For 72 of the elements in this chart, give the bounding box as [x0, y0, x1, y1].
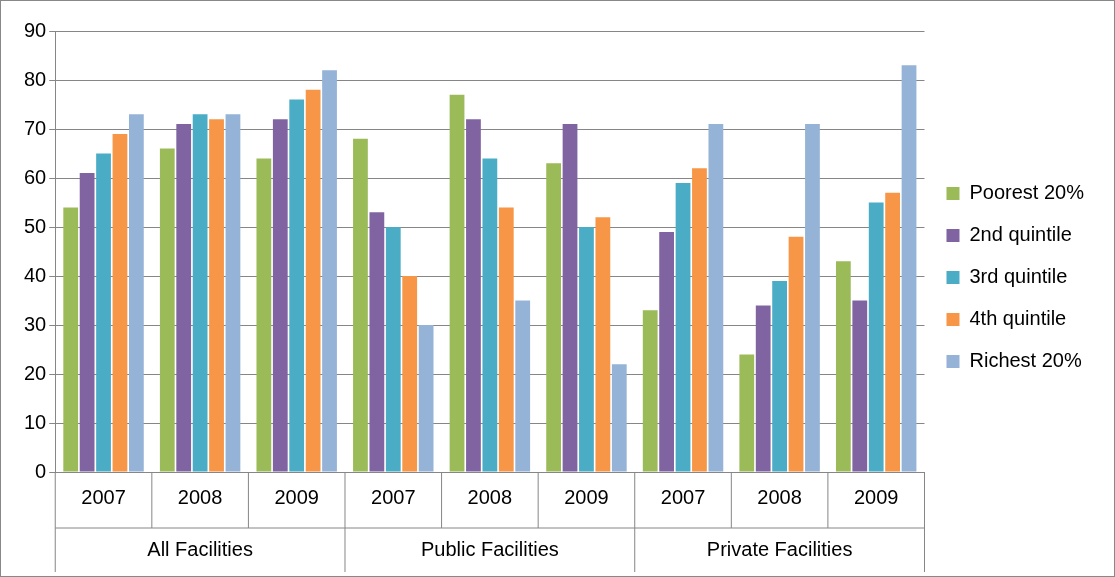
- bar: [515, 300, 531, 472]
- bar: [353, 138, 368, 472]
- text: Private Facilities: [706, 537, 853, 560]
- bar: [225, 114, 241, 472]
- bar: [805, 124, 820, 472]
- bar: [739, 354, 755, 472]
- bar: [498, 207, 514, 472]
- bar: [546, 163, 561, 472]
- bar: [128, 114, 144, 472]
- y-tick-label: 10: [24, 410, 47, 433]
- bar: [449, 94, 465, 472]
- legend-label: 3rd quintile: [969, 265, 1068, 288]
- bar: [209, 119, 224, 472]
- bar: [402, 276, 418, 472]
- bar: [369, 212, 385, 472]
- bar: [305, 89, 321, 472]
- bar: [289, 99, 305, 472]
- bar: [579, 227, 594, 472]
- x-tick-label: 2009: [564, 485, 609, 508]
- y-tick-label: 90: [24, 18, 47, 41]
- bar: [272, 119, 288, 472]
- y-tick-label: 40: [24, 263, 47, 286]
- legend-label: Poorest 20%: [969, 181, 1085, 204]
- bar: [63, 207, 79, 472]
- text: Public Facilities: [420, 537, 559, 560]
- bar: [192, 114, 208, 472]
- bar: [466, 119, 481, 472]
- bar: [159, 148, 175, 472]
- y-tick-label: 60: [24, 165, 47, 188]
- y-tick-label: 20: [24, 361, 47, 384]
- x-tick-label: 2009: [274, 485, 319, 508]
- bar: [788, 236, 804, 472]
- bar: [868, 202, 884, 472]
- bar: [852, 300, 868, 472]
- bar: [418, 325, 434, 472]
- bar: [611, 364, 627, 472]
- x-tick-label: 2007: [660, 485, 706, 508]
- bar: [835, 261, 851, 472]
- bar: [256, 158, 272, 472]
- bar: [708, 124, 724, 472]
- bar: [772, 280, 787, 472]
- bar: [176, 124, 192, 472]
- x-tick-label: 2009: [853, 485, 899, 508]
- y-tick-label: 0: [35, 459, 47, 482]
- bar: [482, 158, 498, 472]
- bar: [112, 133, 128, 472]
- x-tick-label: 2007: [371, 485, 416, 508]
- x-tick-label: 2008: [467, 485, 513, 508]
- bar: [322, 70, 337, 472]
- bar: [675, 182, 691, 472]
- bar: [885, 192, 901, 472]
- text: All Facilities: [147, 537, 253, 560]
- bar: [755, 305, 771, 472]
- y-tick-label: 80: [24, 67, 47, 90]
- bar: [901, 65, 917, 472]
- bar: [595, 217, 611, 472]
- legend-label: 2nd quintile: [969, 223, 1072, 246]
- bar: [79, 173, 95, 472]
- bar: [385, 227, 401, 472]
- y-tick-label: 50: [24, 214, 47, 237]
- bar: [659, 231, 674, 472]
- legend-label: 4th quintile: [969, 307, 1067, 330]
- bar: [562, 124, 578, 472]
- y-tick-label: 30: [24, 312, 47, 335]
- x-tick-label: 2008: [177, 485, 223, 508]
- legend-label: Richest 20%: [969, 349, 1082, 372]
- bar: [642, 310, 658, 472]
- bar: [692, 168, 707, 472]
- y-tick-label: 70: [24, 116, 47, 139]
- bar: [96, 153, 111, 472]
- x-tick-label: 2008: [757, 485, 802, 508]
- x-tick-label: 2007: [81, 485, 126, 508]
